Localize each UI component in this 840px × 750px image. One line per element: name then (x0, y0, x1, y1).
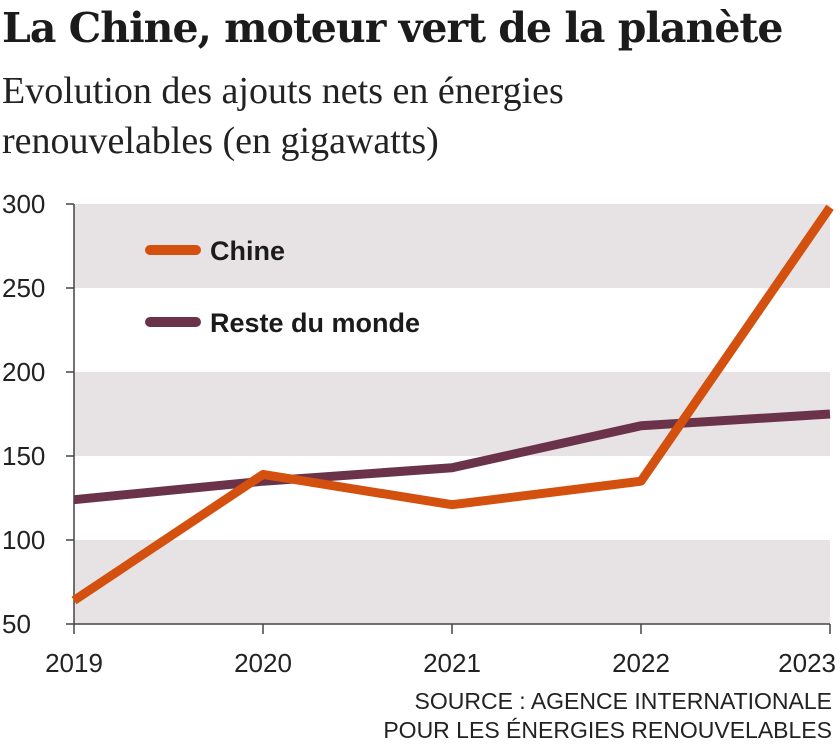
source-note: SOURCE : AGENCE INTERNATIONALE POUR LES … (383, 687, 832, 745)
legend: Chine Reste du monde (145, 236, 420, 338)
series-lines (71, 204, 834, 605)
series-line-reste-du-monde (73, 409, 831, 505)
legend-label-chine: Chine (210, 236, 285, 266)
x-tick-label: 2020 (234, 648, 292, 678)
x-tick-label: 2021 (423, 648, 481, 678)
legend-label-reste-du-monde: Reste du monde (210, 308, 420, 338)
subtitle-line-2: renouvelables (en gigawatts) (2, 120, 439, 162)
chart-subtitle: Evolution des ajouts nets en énergies re… (2, 66, 832, 166)
grid-band (74, 372, 830, 456)
series-line-chine (71, 204, 834, 605)
grid-band (74, 540, 830, 624)
y-tick-label: 150 (2, 441, 45, 471)
y-tick-label: 100 (2, 525, 45, 555)
x-tick-label: 2023 (778, 648, 836, 678)
y-tick-label: 250 (2, 273, 45, 303)
y-tick-label: 50 (2, 609, 31, 639)
grid-band (74, 204, 830, 288)
x-tick-label: 2022 (612, 648, 670, 678)
x-axis-ticks: 2019 2020 2021 2022 2023 (45, 624, 836, 678)
x-tick-label: 2019 (45, 648, 103, 678)
subtitle-line-1: Evolution des ajouts nets en énergies (2, 70, 564, 112)
chart-title: La Chine, moteur vert de la planète (2, 4, 783, 52)
y-tick-label: 300 (2, 189, 45, 219)
source-line-1: SOURCE : AGENCE INTERNATIONALE (414, 688, 832, 714)
grid-bands (74, 204, 830, 624)
source-line-2: POUR LES ÉNERGIES RENOUVELABLES (383, 717, 832, 743)
y-tick-label: 200 (2, 357, 45, 387)
y-axis-ticks: 300 250 200 150 100 50 (2, 189, 74, 639)
